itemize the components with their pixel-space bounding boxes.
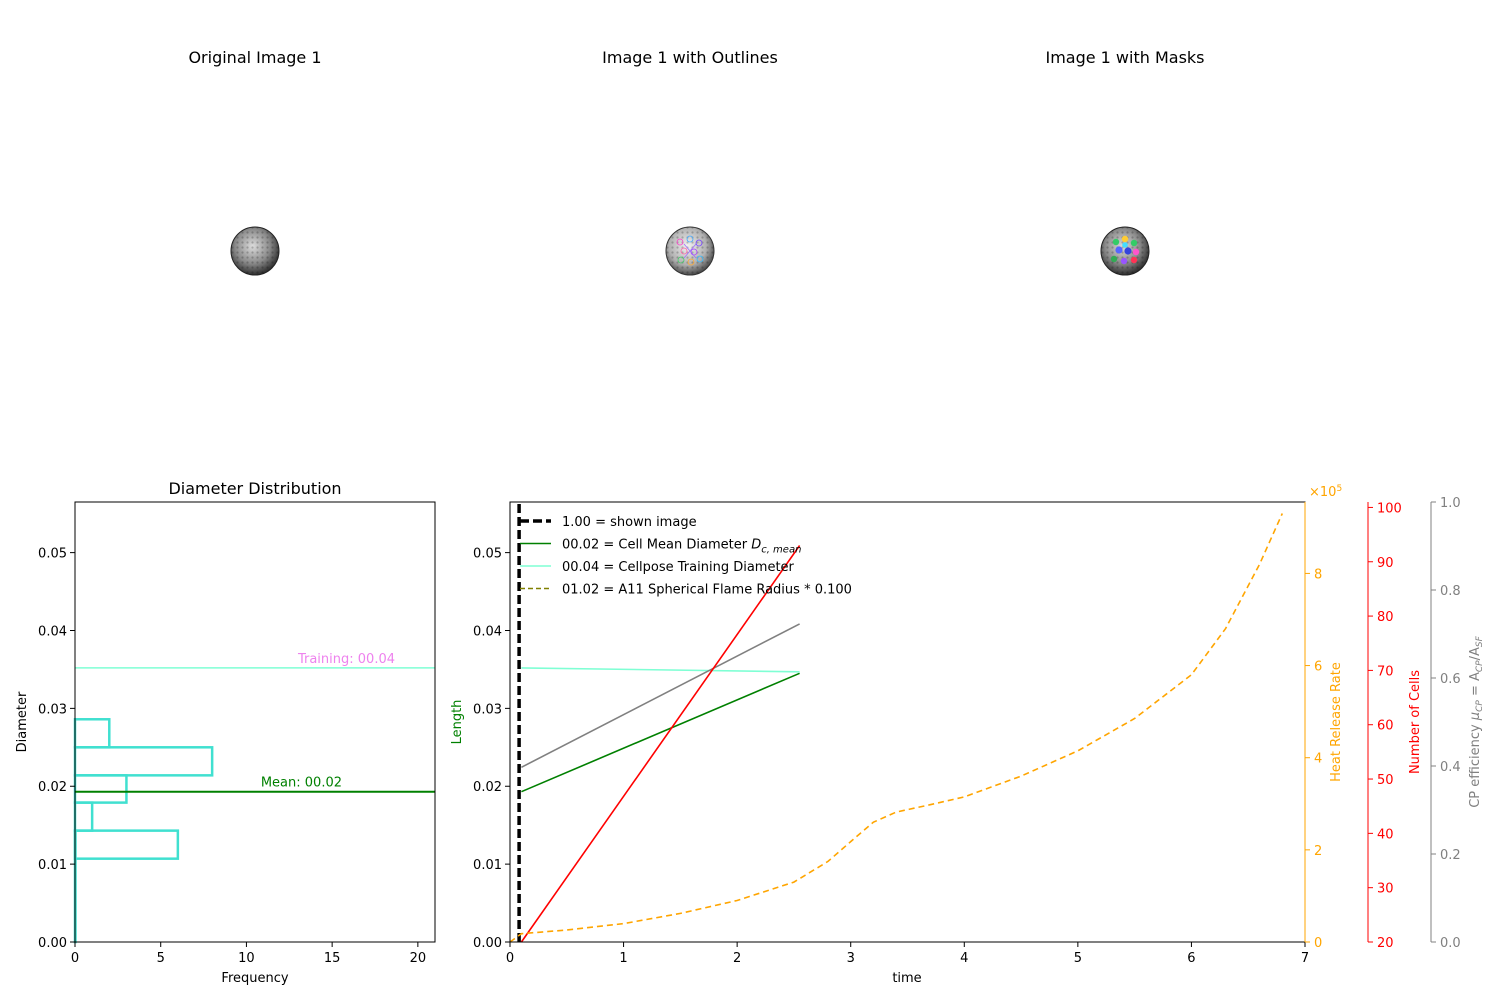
number-of-cells-ylabel: Number of Cells bbox=[1408, 670, 1423, 774]
time-xlabel: time bbox=[892, 971, 921, 986]
sphere-image-outlines bbox=[665, 226, 715, 276]
histogram-xtick-label: 10 bbox=[238, 951, 255, 966]
efficiency-tick-label: 0.4 bbox=[1440, 760, 1461, 775]
image-title-original: Original Image 1 bbox=[188, 48, 321, 67]
time-xtick-label: 7 bbox=[1301, 951, 1309, 966]
length-ytick-label: 0.02 bbox=[473, 780, 502, 795]
histogram-ytick-label: 0.05 bbox=[38, 547, 67, 562]
time-xtick-label: 6 bbox=[1187, 951, 1195, 966]
histogram-xtick-label: 0 bbox=[71, 951, 79, 966]
histogram-bar bbox=[73, 718, 111, 749]
image-panel-masks: Image 1 with Masks bbox=[1045, 48, 1205, 276]
image-panel-original: Original Image 1 bbox=[188, 48, 322, 276]
length-ytick-label: 0.05 bbox=[473, 547, 502, 562]
number-of-cells-tick-label: 60 bbox=[1377, 719, 1394, 734]
histogram-xlabel: Frequency bbox=[221, 971, 288, 986]
length-ytick-label: 0.04 bbox=[473, 624, 502, 639]
heat-release-axis: 0 2 4 6 8 bbox=[1304, 502, 1322, 951]
time-xtick-label: 5 bbox=[1074, 951, 1082, 966]
time-xtick-label: 0 bbox=[506, 951, 514, 966]
histogram-ytick-label: 0.00 bbox=[38, 936, 67, 951]
time-xtick-label: 3 bbox=[847, 951, 855, 966]
histogram-frame bbox=[74, 501, 436, 943]
mean-label: Mean: 00.02 bbox=[261, 776, 342, 791]
heat-release-ylabel: Heat Release Rate bbox=[1329, 662, 1344, 782]
efficiency-ylabel: CP efficiency μCP = ACP/ASF bbox=[1468, 635, 1485, 807]
histogram-bar bbox=[73, 801, 94, 832]
number-of-cells-tick-label: 30 bbox=[1377, 882, 1394, 897]
legend-label: 00.02 = Cell Mean Diameter Dc, mean bbox=[562, 538, 801, 556]
efficiency-tick-label: 1.0 bbox=[1440, 496, 1461, 511]
cell-mean-diameter-line bbox=[521, 672, 800, 793]
time-xtick-label: 4 bbox=[960, 951, 968, 966]
number-of-cells-tick-label: 20 bbox=[1377, 936, 1394, 951]
image-title-masks: Image 1 with Masks bbox=[1045, 48, 1204, 67]
number-of-cells-tick-label: 90 bbox=[1377, 556, 1394, 571]
histogram-bar bbox=[73, 829, 180, 860]
time-xtick-label: 1 bbox=[619, 951, 627, 966]
histogram-ytick-label: 0.02 bbox=[38, 780, 67, 795]
length-ytick-label: 0.03 bbox=[473, 702, 502, 717]
histogram-xtick-label: 5 bbox=[157, 951, 165, 966]
histogram-ytick-label: 0.03 bbox=[38, 702, 67, 717]
number-of-cells-tick-label: 50 bbox=[1377, 773, 1394, 788]
legend: 1.00 = shown image 00.02 = Cell Mean Diam… bbox=[520, 515, 852, 598]
heat-multiplier: ×105 bbox=[1309, 484, 1342, 500]
sphere-image-original bbox=[230, 226, 280, 276]
length-ylabel: Length bbox=[450, 700, 465, 745]
efficiency-axis: 0.0 0.2 0.4 0.6 0.8 1.0 bbox=[1430, 496, 1461, 951]
efficiency-tick-label: 0.2 bbox=[1440, 848, 1461, 863]
heat-release-line bbox=[509, 513, 1284, 943]
histogram-ylabel: Diameter bbox=[15, 691, 30, 752]
number-of-cells-tick-label: 40 bbox=[1377, 827, 1394, 842]
legend-label: 01.02 = A11 Spherical Flame Radius * 0.1… bbox=[562, 583, 852, 598]
heat-release-tick-label: 2 bbox=[1314, 844, 1322, 859]
histogram-title: Diameter Distribution bbox=[168, 479, 341, 498]
heat-release-tick-label: 8 bbox=[1314, 567, 1322, 582]
number-of-cells-tick-label: 70 bbox=[1377, 664, 1394, 679]
histogram-bar bbox=[73, 746, 214, 777]
histogram-xtick-label: 20 bbox=[410, 951, 427, 966]
training-diameter-line bbox=[521, 667, 800, 673]
number-of-cells-tick-label: 100 bbox=[1377, 501, 1402, 516]
efficiency-tick-label: 0.6 bbox=[1440, 672, 1461, 687]
sphere-image-masks bbox=[1100, 226, 1150, 276]
heat-release-tick-label: 6 bbox=[1314, 660, 1322, 675]
histogram-bar bbox=[73, 774, 128, 804]
length-ytick-label: 0.00 bbox=[473, 936, 502, 951]
histogram-xtick-label: 15 bbox=[324, 951, 341, 966]
efficiency-tick-label: 0.0 bbox=[1440, 936, 1461, 951]
histogram-ytick-label: 0.01 bbox=[38, 858, 67, 873]
time-xtick-label: 2 bbox=[733, 951, 741, 966]
efficiency-tick-label: 0.8 bbox=[1440, 584, 1461, 599]
image-title-outlines: Image 1 with Outlines bbox=[602, 48, 778, 67]
legend-label: 00.04 = Cellpose Training Diameter bbox=[562, 560, 795, 575]
number-of-cells-line bbox=[520, 545, 801, 943]
number-of-cells-axis: 20 30 40 50 60 70 80 90 100 bbox=[1367, 501, 1402, 951]
histogram-ytick-label: 0.04 bbox=[38, 624, 67, 639]
efficiency-line bbox=[521, 623, 800, 769]
number-of-cells-tick-label: 80 bbox=[1377, 610, 1394, 625]
heat-release-tick-label: 4 bbox=[1314, 752, 1322, 767]
length-ytick-label: 0.01 bbox=[473, 858, 502, 873]
legend-label: 1.00 = shown image bbox=[562, 515, 697, 530]
heat-release-tick-label: 0 bbox=[1314, 936, 1322, 951]
image-panel-outlines: Image 1 with Outlines bbox=[602, 48, 778, 276]
training-label: Training: 00.04 bbox=[297, 652, 395, 667]
diameter-histogram: Diameter Distribution Training: 00.04 Me… bbox=[15, 479, 436, 986]
